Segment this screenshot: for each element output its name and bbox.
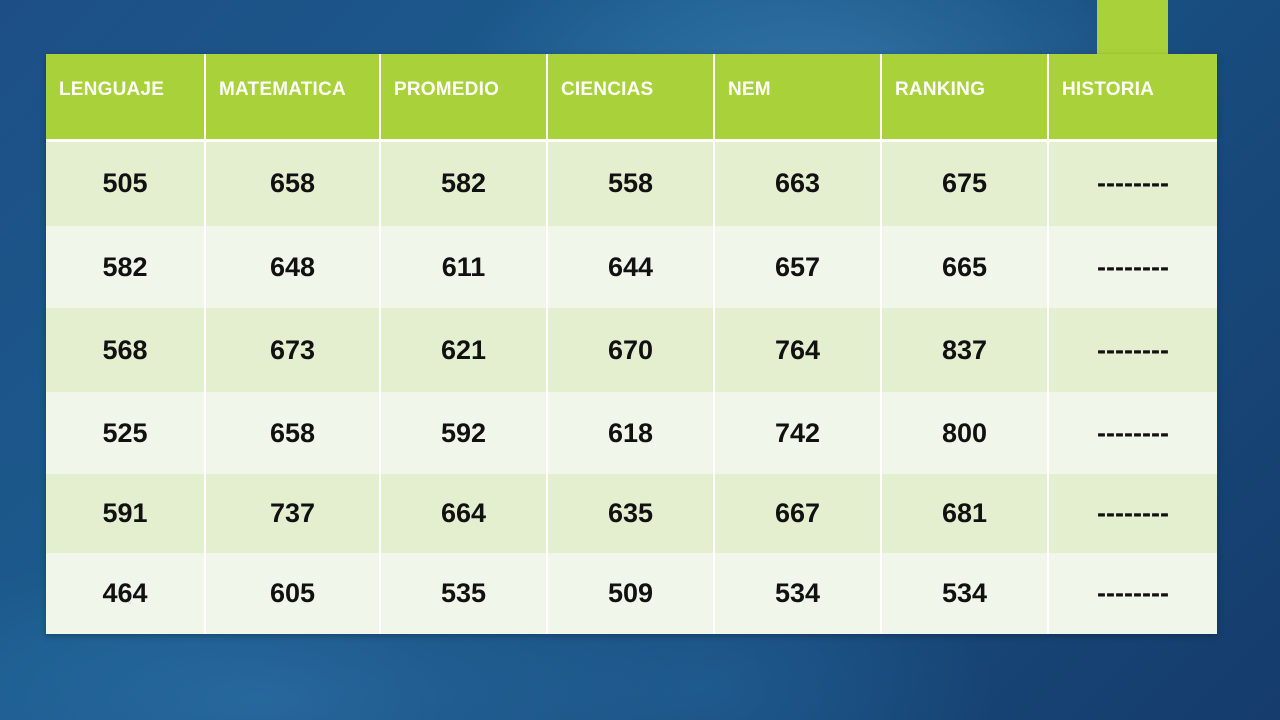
table-cell: 764 bbox=[714, 308, 882, 392]
table-cell: 648 bbox=[205, 226, 381, 308]
header-row: LENGUAJE MATEMATICA PROMEDIO CIENCIAS NE… bbox=[46, 54, 1217, 142]
table-cell: 681 bbox=[881, 474, 1049, 553]
table-cell: -------- bbox=[1048, 308, 1217, 392]
table-cell: -------- bbox=[1048, 140, 1217, 226]
table-cell: 464 bbox=[46, 553, 206, 634]
table-cell: 535 bbox=[380, 553, 548, 634]
table-cell: 664 bbox=[380, 474, 548, 553]
table-cell: -------- bbox=[1048, 226, 1217, 308]
header-nem: NEM bbox=[714, 54, 882, 142]
table-cell: 611 bbox=[380, 226, 548, 308]
table-row: 525 658 592 618 742 800 -------- bbox=[46, 392, 1217, 474]
table-cell: 534 bbox=[881, 553, 1049, 634]
table-cell: 582 bbox=[380, 140, 548, 226]
table-row: 505 658 582 558 663 675 -------- bbox=[46, 140, 1217, 226]
table-cell: 673 bbox=[205, 308, 381, 392]
header-historia: HISTORIA bbox=[1048, 54, 1217, 142]
table-cell: 667 bbox=[714, 474, 882, 553]
table-cell: 591 bbox=[46, 474, 206, 553]
table-cell: 737 bbox=[205, 474, 381, 553]
table-cell: 635 bbox=[547, 474, 715, 553]
header-promedio: PROMEDIO bbox=[380, 54, 548, 142]
table-cell: 509 bbox=[547, 553, 715, 634]
table-cell: 657 bbox=[714, 226, 882, 308]
scores-table: LENGUAJE MATEMATICA PROMEDIO CIENCIAS NE… bbox=[46, 54, 1217, 634]
table-row: 582 648 611 644 657 665 -------- bbox=[46, 226, 1217, 308]
table-row: 464 605 535 509 534 534 -------- bbox=[46, 553, 1217, 634]
table-cell: 605 bbox=[205, 553, 381, 634]
table-cell: 658 bbox=[205, 140, 381, 226]
table-cell: 665 bbox=[881, 226, 1049, 308]
table-row: 591 737 664 635 667 681 -------- bbox=[46, 474, 1217, 553]
table-cell: -------- bbox=[1048, 553, 1217, 634]
table-cell: 670 bbox=[547, 308, 715, 392]
table-cell: 658 bbox=[205, 392, 381, 474]
accent-tab bbox=[1097, 0, 1168, 56]
table-cell: 592 bbox=[380, 392, 548, 474]
header-ranking: RANKING bbox=[881, 54, 1049, 142]
table-row: 568 673 621 670 764 837 -------- bbox=[46, 308, 1217, 392]
table-cell: 582 bbox=[46, 226, 206, 308]
table-cell: 534 bbox=[714, 553, 882, 634]
header-ciencias: CIENCIAS bbox=[547, 54, 715, 142]
table-cell: 505 bbox=[46, 140, 206, 226]
table-cell: -------- bbox=[1048, 392, 1217, 474]
table-cell: 525 bbox=[46, 392, 206, 474]
table-cell: 618 bbox=[547, 392, 715, 474]
table-cell: 675 bbox=[881, 140, 1049, 226]
table-cell: 800 bbox=[881, 392, 1049, 474]
table-cell: 742 bbox=[714, 392, 882, 474]
table-cell: 568 bbox=[46, 308, 206, 392]
table-cell: 644 bbox=[547, 226, 715, 308]
table-cell: 621 bbox=[380, 308, 548, 392]
table-cell: 558 bbox=[547, 140, 715, 226]
table-cell: -------- bbox=[1048, 474, 1217, 553]
header-matematica: MATEMATICA bbox=[205, 54, 381, 142]
header-lenguaje: LENGUAJE bbox=[46, 54, 206, 142]
table-cell: 837 bbox=[881, 308, 1049, 392]
table-cell: 663 bbox=[714, 140, 882, 226]
